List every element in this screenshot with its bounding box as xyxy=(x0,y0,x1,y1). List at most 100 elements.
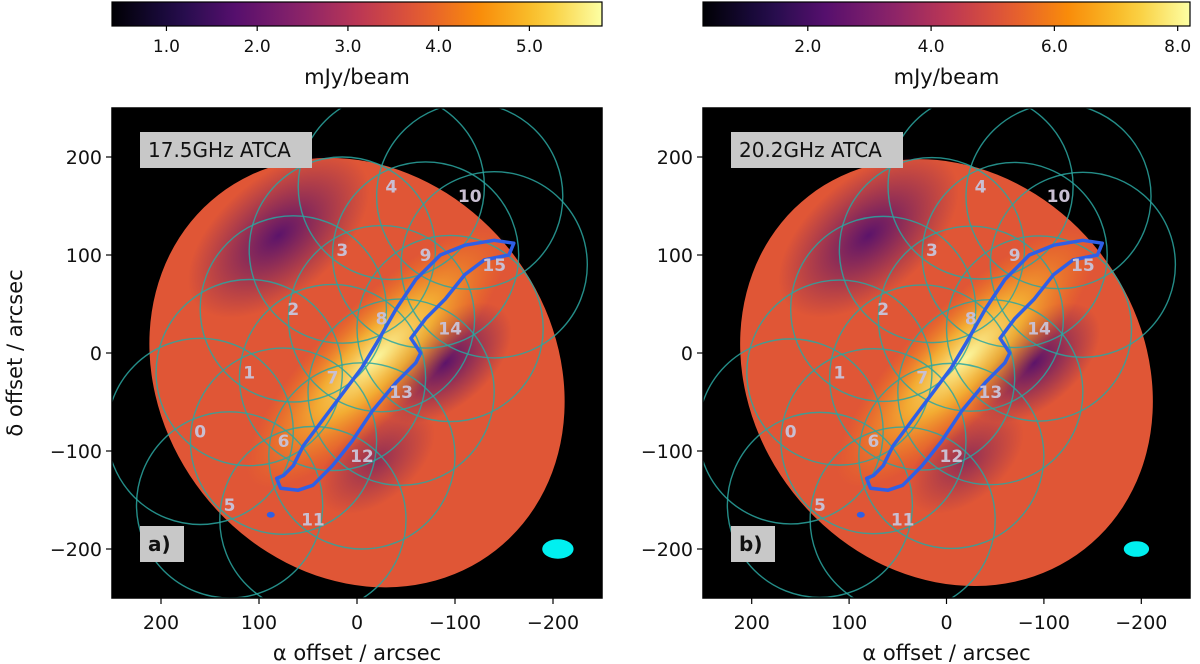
pointing-label: 11 xyxy=(891,511,915,531)
panel-letter-box xyxy=(140,526,184,562)
y-axis-label: δ offset / arcsec xyxy=(3,269,27,436)
pointing-circle xyxy=(238,283,427,472)
pointing-label: 9 xyxy=(420,246,432,266)
colorbar-tick-label: 4.0 xyxy=(425,37,452,57)
pointing-circle xyxy=(356,234,544,423)
pointing-label: 7 xyxy=(916,369,928,389)
panel-letter-text: a) xyxy=(148,532,171,556)
pointing-circle xyxy=(746,279,933,466)
pointing-label: 2 xyxy=(287,300,299,320)
pointing-label: 13 xyxy=(389,383,413,403)
pointing-circle xyxy=(780,347,967,535)
y-tick-label: 200 xyxy=(657,147,693,169)
pointing-label: 3 xyxy=(926,241,938,261)
colorbar-tick-label: 2.0 xyxy=(794,37,821,57)
colorbar-tick-label: 6.0 xyxy=(1041,37,1068,57)
x-axis-label: α offset / arcsec xyxy=(273,641,441,664)
colorbar-tick-label: 1.0 xyxy=(153,37,180,57)
pointing-circle xyxy=(219,425,407,598)
x-tick-label: 200 xyxy=(143,612,179,634)
pointing-label: 5 xyxy=(814,496,826,516)
y-tick-label: −100 xyxy=(50,441,102,463)
beam-ellipse xyxy=(542,539,574,559)
low-emission-area xyxy=(778,153,959,318)
pointing-circle xyxy=(703,338,884,525)
pointing-label: 15 xyxy=(482,256,506,276)
x-axis-label: α offset / arcsec xyxy=(862,641,1030,664)
panel-letter-text: b) xyxy=(739,532,762,556)
x-tick-label: −200 xyxy=(1115,612,1167,634)
pointing-label: 7 xyxy=(327,369,339,389)
pointing-label: 10 xyxy=(1047,187,1071,207)
colorbar-label: mJy/beam xyxy=(304,65,410,89)
panel-letter: a) xyxy=(140,526,184,562)
beam-ellipse xyxy=(1123,541,1150,557)
x-tick-label: −100 xyxy=(1018,612,1070,634)
pointing-circle xyxy=(112,337,294,526)
pointing-label: 8 xyxy=(376,310,388,330)
pointing-label: 4 xyxy=(385,177,397,197)
x-tick-label: 0 xyxy=(940,612,952,634)
pointing-label: 2 xyxy=(877,300,889,320)
frequency-label-text: 20.2GHz ATCA xyxy=(739,138,882,162)
x-tick-label: 200 xyxy=(734,612,770,634)
y-tick-label: −200 xyxy=(641,539,693,561)
x-tick-label: −200 xyxy=(527,612,579,634)
pointing-label: 12 xyxy=(940,447,964,467)
pointing-label: 3 xyxy=(336,241,348,261)
pointing-circles xyxy=(703,108,1177,598)
y-tick-label: −100 xyxy=(641,441,693,463)
pointing-circle xyxy=(331,161,520,349)
x-tick-label: 0 xyxy=(351,612,363,634)
pointing-label: 0 xyxy=(785,422,797,442)
pointing-circle xyxy=(375,108,564,290)
pointing-label: 6 xyxy=(278,432,290,452)
pointing-circle xyxy=(887,108,1074,280)
colorbar-label: mJy/beam xyxy=(894,65,1000,89)
pointing-circle xyxy=(400,170,589,359)
pointing-circle xyxy=(965,108,1152,290)
low-emission-area xyxy=(187,152,370,319)
pointing-circle xyxy=(189,347,378,536)
y-tick-label: −200 xyxy=(50,539,102,561)
x-tick-label: 100 xyxy=(831,612,867,634)
colorbar-tick-label: 2.0 xyxy=(244,37,271,57)
pointing-circle xyxy=(989,171,1177,359)
pointing-label: 5 xyxy=(224,496,236,516)
pointing-circle xyxy=(297,108,486,281)
intensity-map xyxy=(740,153,1153,587)
pointing-circle xyxy=(199,215,388,403)
contour xyxy=(864,238,1105,492)
bright-ridge xyxy=(836,228,1096,488)
pointing-label: 0 xyxy=(194,422,206,442)
pointing-circle xyxy=(838,156,1026,344)
bright-ridge xyxy=(246,227,508,489)
pointing-circle xyxy=(155,278,344,467)
colorbar: 1.0 2.0 3.0 4.0 5.0 mJy/beam xyxy=(111,1,603,89)
colorbar: 2.0 4.0 6.0 8.0 mJy/beam xyxy=(702,1,1191,89)
frequency-label-text: 17.5GHz ATCA xyxy=(148,138,291,162)
pointing-label: 9 xyxy=(1009,246,1021,266)
pointing-label: 4 xyxy=(975,177,987,197)
pointing-label: 15 xyxy=(1071,256,1095,276)
pointing-circle xyxy=(858,362,1045,550)
pointing-circle xyxy=(828,284,1016,471)
colorbar-tick-label: 4.0 xyxy=(918,37,945,57)
x-tick-label: 100 xyxy=(241,612,277,634)
panel-letter: b) xyxy=(731,526,775,562)
y-tick-label: 0 xyxy=(90,343,102,365)
pointing-label: 8 xyxy=(965,310,977,330)
frequency-label-box xyxy=(140,132,312,168)
frequency-label: 17.5GHz ATCA xyxy=(140,132,312,168)
contour-blob xyxy=(266,511,275,518)
frequency-label-box xyxy=(731,132,903,168)
pointing-label: 12 xyxy=(350,447,374,467)
pointing-label: 14 xyxy=(438,320,462,340)
pointing-circle xyxy=(945,235,1133,422)
pointing-label: 10 xyxy=(458,187,482,207)
pointing-circles xyxy=(112,108,589,598)
pointing-circle xyxy=(789,215,977,403)
contour xyxy=(274,238,516,492)
